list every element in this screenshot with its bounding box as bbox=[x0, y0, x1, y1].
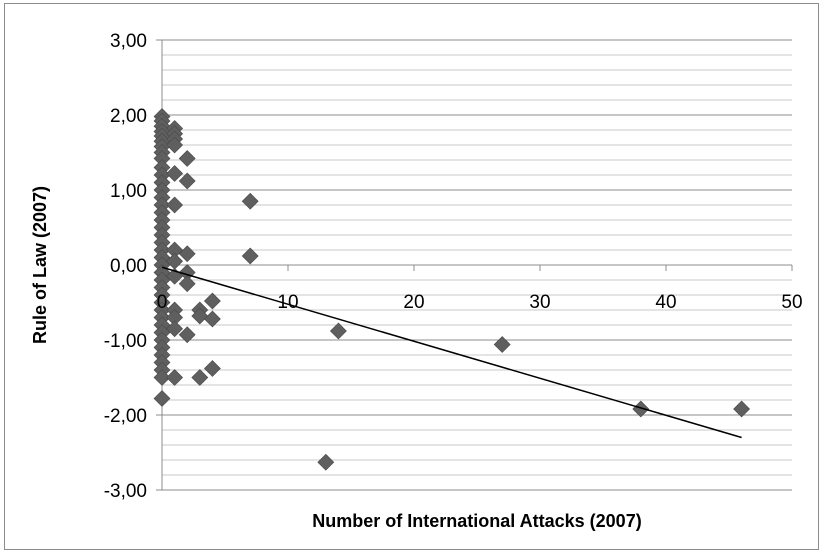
data-point bbox=[317, 453, 335, 471]
data-point bbox=[178, 275, 196, 293]
data-point bbox=[178, 172, 196, 190]
data-point bbox=[166, 165, 184, 182]
data-point bbox=[166, 196, 184, 214]
y-tick-labels: 3,00 2,00 1,00 0,00 -1,00 -2,00 -3,00 bbox=[104, 31, 147, 502]
data-point bbox=[203, 360, 221, 377]
x-tick-label: 30 bbox=[529, 292, 550, 313]
x-tick-labels: 0 10 20 30 40 50 bbox=[157, 292, 803, 313]
data-point bbox=[153, 369, 171, 386]
y-tick-label: -3,00 bbox=[104, 481, 147, 502]
gridlines bbox=[162, 39, 792, 491]
data-point bbox=[166, 252, 184, 270]
data-point bbox=[203, 310, 221, 328]
data-point bbox=[178, 150, 196, 167]
y-tick-label: -1,00 bbox=[104, 331, 147, 352]
data-point bbox=[166, 136, 184, 154]
y-tick-label: -2,00 bbox=[104, 406, 147, 427]
data-point bbox=[329, 322, 347, 340]
data-point bbox=[203, 292, 221, 310]
data-point bbox=[241, 247, 259, 265]
trendline bbox=[161, 266, 742, 439]
data-point bbox=[166, 369, 184, 386]
y-axis-title: Rule of Law (2007) bbox=[30, 186, 50, 344]
y-tick-label: 2,00 bbox=[110, 106, 147, 127]
y-tick-label: 1,00 bbox=[110, 181, 147, 202]
data-point bbox=[178, 245, 196, 263]
data-point bbox=[733, 400, 751, 418]
x-tick-label: 0 bbox=[157, 292, 168, 313]
x-tick-label: 40 bbox=[655, 292, 676, 313]
y-tick-label: 3,00 bbox=[110, 31, 147, 52]
x-tick-label: 10 bbox=[277, 292, 298, 313]
x-tick-label: 50 bbox=[781, 292, 802, 313]
data-point bbox=[166, 320, 184, 338]
x-axis-ticks bbox=[161, 265, 793, 271]
chart-area bbox=[4, 3, 819, 550]
x-tick-label: 20 bbox=[403, 292, 424, 313]
data-points bbox=[153, 108, 751, 471]
data-point bbox=[493, 336, 511, 353]
data-point bbox=[191, 369, 209, 386]
data-point bbox=[153, 390, 171, 407]
data-point bbox=[178, 326, 196, 344]
x-axis-title: Number of International Attacks (2007) bbox=[312, 511, 641, 531]
y-tick-label: 0,00 bbox=[110, 256, 147, 277]
data-point bbox=[241, 192, 259, 210]
data-point bbox=[191, 307, 209, 325]
